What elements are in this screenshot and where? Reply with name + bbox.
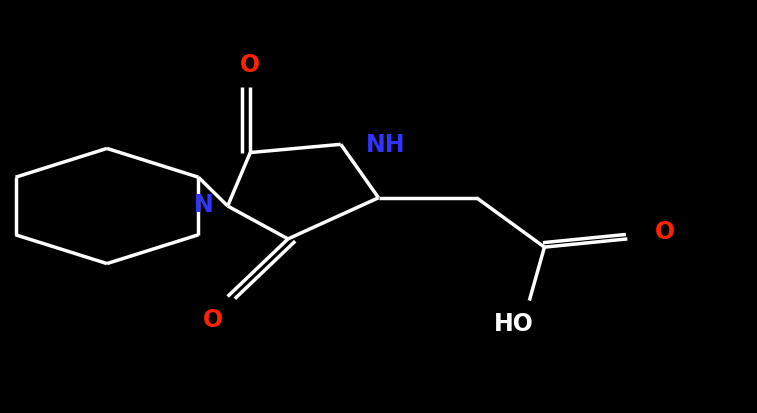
Text: N: N — [194, 192, 213, 216]
Text: O: O — [240, 53, 260, 77]
Text: NH: NH — [366, 133, 406, 157]
Text: O: O — [655, 220, 675, 244]
Text: HO: HO — [494, 311, 534, 335]
Text: O: O — [203, 307, 223, 331]
